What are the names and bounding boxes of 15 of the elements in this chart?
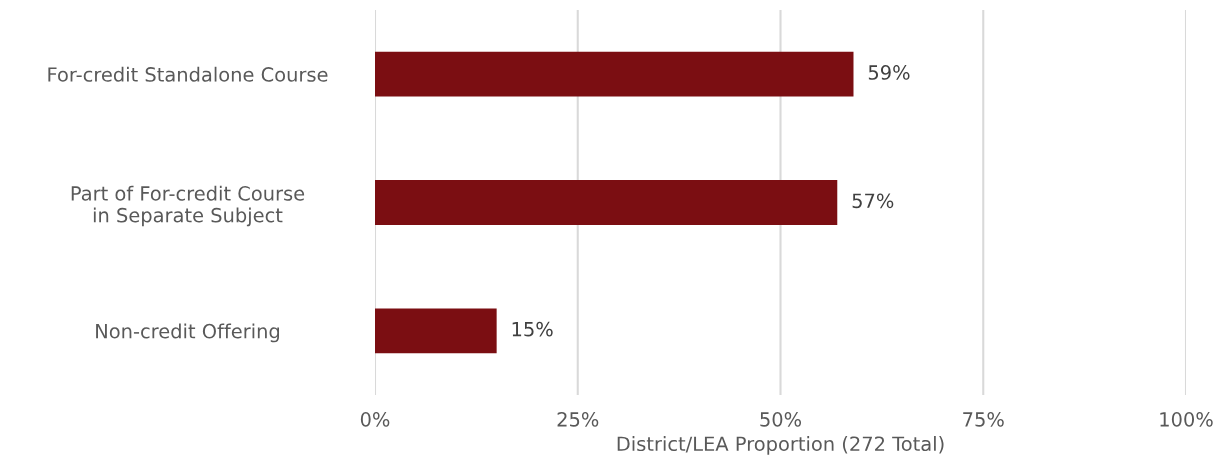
x-tick-label: 0% [360, 412, 390, 427]
bar [375, 51, 854, 97]
x-tick-label: 100% [1160, 412, 1213, 427]
y-tick-label: For-credit Standalone Course [48, 66, 328, 82]
y-tick-label: Part of For-credit Course in Separate Subject [71, 185, 305, 227]
bar [375, 180, 838, 225]
x-tick-label: 50% [760, 412, 802, 427]
data-label: 57% [852, 193, 894, 209]
bar [375, 308, 497, 354]
data-label: 59% [868, 65, 910, 80]
x-tick-label: 25% [557, 412, 599, 427]
x-tick-label: 75% [963, 412, 1004, 427]
data-label: 15% [512, 321, 553, 337]
y-tick-label: Non-credit Offering [96, 323, 280, 343]
x-axis-title: District/LEA Proportion (272 Total) [617, 436, 944, 455]
